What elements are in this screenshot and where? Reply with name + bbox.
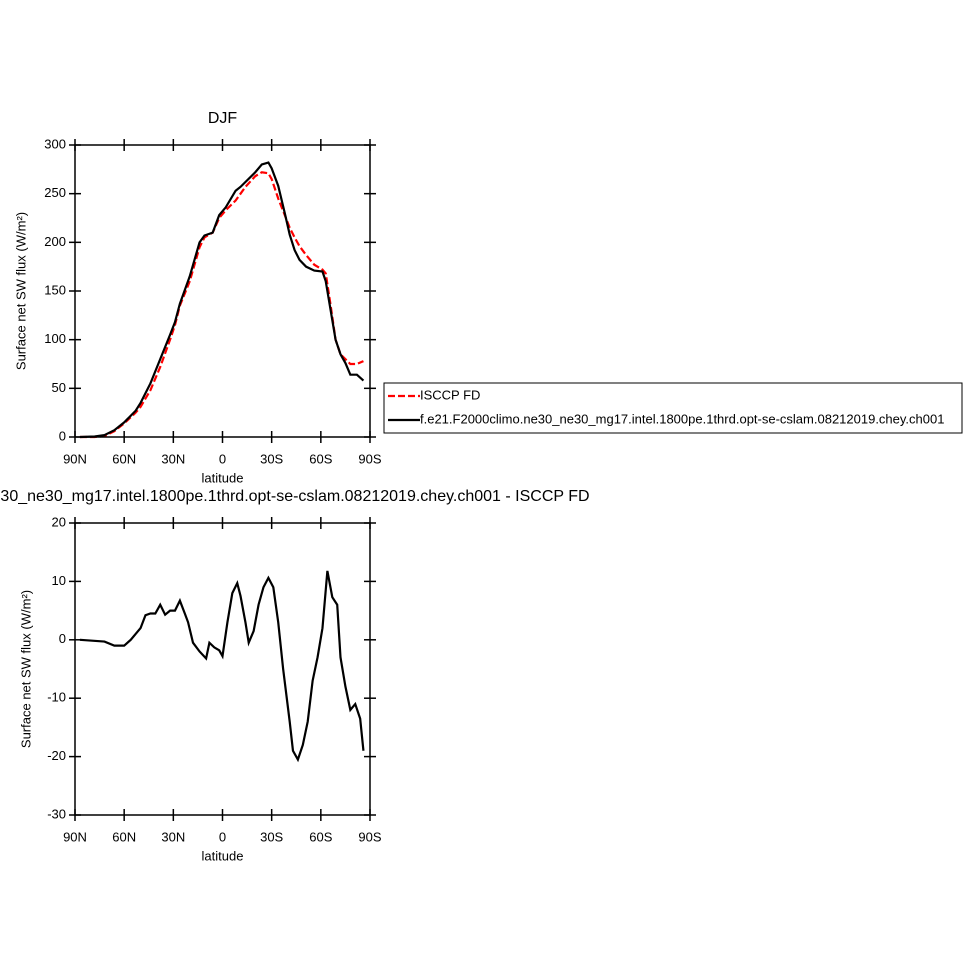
y-tick-label: 250: [44, 185, 66, 200]
y-tick-label: 50: [52, 380, 66, 395]
x-tick-label: 90S: [358, 829, 381, 844]
x-tick-label: 60S: [309, 451, 332, 466]
y-tick-label: 100: [44, 331, 66, 346]
legend-label: f.e21.F2000climo.ne30_ne30_mg17.intel.18…: [420, 411, 944, 426]
series-line: [79, 171, 364, 439]
x-tick-label: 0: [219, 829, 226, 844]
plot-frame: [74, 144, 371, 438]
x-tick-label: 90S: [358, 451, 381, 466]
chart-title: f.e21.F2000climo.ne30_ne30_mg17.intel.18…: [0, 488, 590, 505]
plot-frame: [74, 522, 371, 816]
y-axis-label: Surface net SW flux (W/m²): [13, 212, 28, 370]
x-tick-label: 30S: [260, 451, 283, 466]
y-tick-label: 0: [59, 631, 66, 646]
x-tick-label: 0: [219, 451, 226, 466]
y-tick-label: 150: [44, 282, 66, 297]
y-tick-label: -20: [47, 748, 66, 763]
y-axis-label: Surface net SW flux (W/m²): [18, 590, 33, 748]
x-axis-label: latitude: [202, 470, 244, 485]
x-tick-label: 90N: [63, 829, 87, 844]
x-tick-label: 60N: [112, 829, 136, 844]
series-line: [79, 161, 365, 439]
x-tick-label: 90N: [63, 451, 87, 466]
x-tick-label: 60N: [112, 451, 136, 466]
x-axis-label: latitude: [202, 848, 244, 863]
y-tick-label: 10: [52, 573, 66, 588]
y-tick-label: 0: [59, 428, 66, 443]
y-tick-label: 300: [44, 136, 66, 151]
legend-box: [383, 382, 963, 434]
x-tick-label: 30N: [161, 829, 185, 844]
x-tick-label: 30S: [260, 829, 283, 844]
series-line: [79, 570, 365, 763]
x-tick-label: 60S: [309, 829, 332, 844]
y-tick-label: -30: [47, 806, 66, 821]
y-tick-label: 20: [52, 514, 66, 529]
legend-label: ISCCP FD: [420, 387, 480, 402]
chart-title: DJF: [208, 110, 238, 127]
x-tick-label: 30N: [161, 451, 185, 466]
y-tick-label: -10: [47, 690, 66, 705]
y-tick-label: 200: [44, 234, 66, 249]
